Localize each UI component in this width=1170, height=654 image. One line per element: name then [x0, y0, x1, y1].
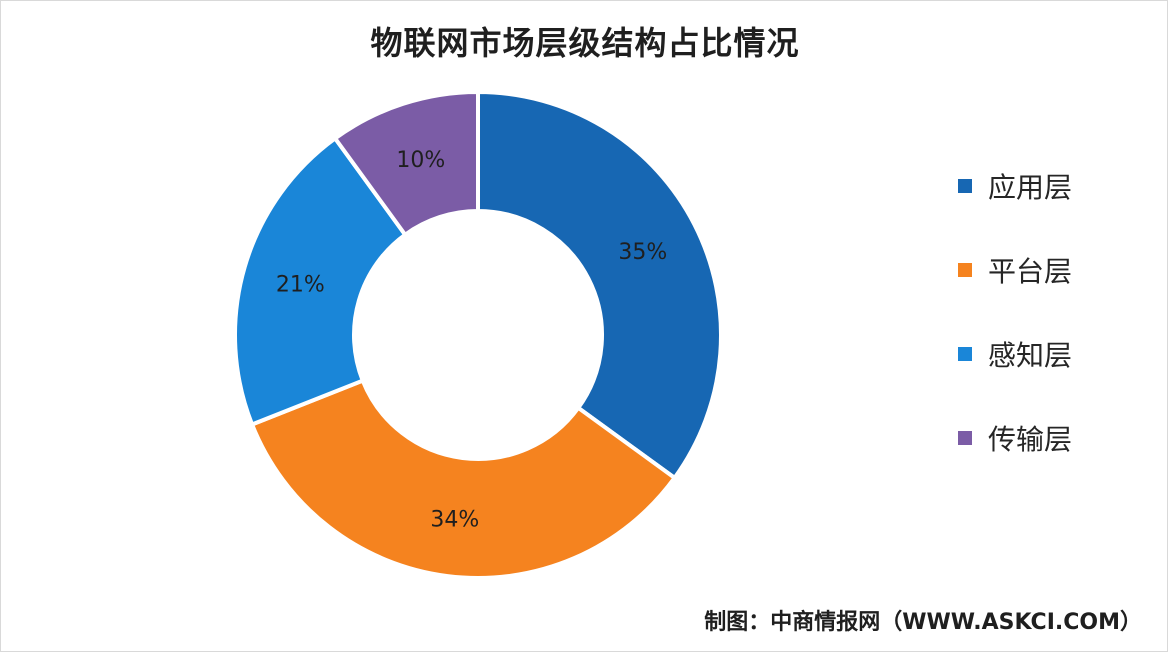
- legend-swatch: [958, 263, 972, 277]
- slice-transport: [332, 89, 480, 238]
- legend-item-perception: 感知层: [958, 336, 1158, 372]
- chart-title: 物联网市场层级结构占比情况: [370, 24, 800, 62]
- legend-item-application: 应用层: [958, 168, 1158, 204]
- legend-item-transport: 传输层: [958, 420, 1158, 456]
- legend-item-platform: 平台层: [958, 252, 1158, 288]
- legend-swatch: [958, 347, 972, 361]
- slice-value-label: 21%: [276, 272, 325, 297]
- legend: 应用层 平台层 感知层 传输层: [958, 168, 1158, 504]
- slice-value-label: 34%: [430, 508, 479, 533]
- slice-platform: [249, 378, 678, 580]
- slice-perception: [233, 135, 408, 428]
- legend-swatch: [958, 179, 972, 193]
- source-note: 制图：中商情报网（WWW.ASKCI.COM）: [704, 610, 1142, 635]
- slice-value-label: 35%: [618, 240, 667, 265]
- legend-label: 感知层: [988, 339, 1073, 372]
- legend-swatch: [958, 431, 972, 445]
- slice-value-label: 10%: [396, 148, 445, 173]
- legend-label: 传输层: [988, 423, 1073, 456]
- slice-application: [476, 89, 723, 481]
- legend-label: 应用层: [988, 171, 1073, 204]
- legend-label: 平台层: [988, 255, 1073, 288]
